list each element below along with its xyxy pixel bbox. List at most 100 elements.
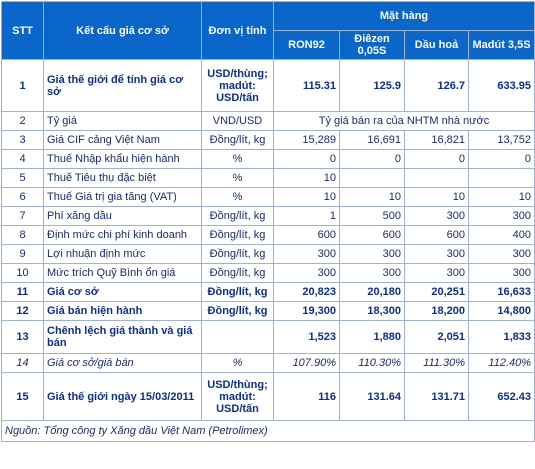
value-cell: 300 [467,244,535,264]
value-cell: 19,300 [273,301,340,321]
value-cell: 125.9 [339,59,405,112]
label-cell: Giá thế giới để tính giá cơ sở [43,59,202,112]
table-row: 10 Mức trích Quỹ Bình ổn giá Đồng/lít, kg 3… [1,263,535,283]
stt-cell: 15 [1,372,44,421]
header-product: RON92 [273,30,340,60]
value-cell: 10 [273,187,340,207]
value-cell: 115.31 [273,59,340,112]
label-cell: Phí xăng dầu [43,206,202,226]
table-row: 11 Giá cơ sở Đồng/lít, kg 20,823 20,180 20,25… [1,282,535,302]
value-cell: 2,051 [404,320,469,354]
stt-cell: 11 [1,282,44,302]
value-cell: 600 [404,225,469,245]
value-cell: 15,289 [273,130,340,150]
table-row: 9 Lợi nhuận định mức Đồng/lít, kg 300 300 300… [1,244,535,264]
table-row: 12 Giá bán hiện hành Đồng/lít, kg 19,300 18,… [1,301,535,321]
value-cell: 300 [339,263,405,283]
stt-cell: 2 [1,111,44,131]
stt-cell: 9 [1,244,44,264]
stt-cell: 8 [1,225,44,245]
value-cell: 300 [273,263,340,283]
unit-cell: Đồng/lít, kg [201,206,274,226]
header-label: Kết cấu giá cơ sở [43,1,202,60]
value-cell: 300 [404,206,469,226]
price-table: STT Kết cấu giá cơ sở Đơn vị tính Mặt hà… [0,1,535,442]
unit-cell: Đồng/lít, kg [201,244,274,264]
label-cell: Chênh lệch giá thành và giá bán [43,320,202,354]
header-product: Dầu hoả [404,30,469,60]
table-row: 2 Tỷ giá VND/USD Tỷ giá bán ra của NHTM nhà… [1,111,535,131]
value-cell: 300 [404,263,469,283]
value-cell: 20,251 [404,282,469,302]
table-row: 1 Giá thế giới để tính giá cơ sở USD/thùng… [1,59,535,112]
value-cell [467,168,535,188]
header-group: Mặt hàng [272,1,535,31]
value-cell: 300 [467,263,535,283]
value-cell: 300 [339,244,405,264]
stt-cell: 10 [1,263,44,283]
table-row: 6 Thuế Giá trị gia tăng (VAT)% 10 10 10 10 [1,187,535,207]
value-cell: 13,752 [467,130,535,150]
table-row: 4 Thuế Nhập khẩu hiện hành% 0 0 0 0 [1,149,535,169]
label-cell: Tỷ giá [43,111,202,131]
value-cell: 16,633 [467,282,535,302]
value-cell [339,168,405,188]
unit-cell: Đồng/lít, kg [201,282,274,302]
value-cell: 126.7 [404,59,469,112]
value-cell: 18,200 [404,301,469,321]
value-cell: 1 [273,206,340,226]
source-row: Nguồn: Tổng công ty Xăng dầu Việt Nam (P… [0,420,535,442]
value-cell: 110.30% [339,353,405,373]
label-cell: Giá thế giới ngày 15/03/2011 [43,372,202,421]
value-cell: 0 [273,149,340,169]
label-cell: Thuế Nhập khẩu hiện hành [43,149,202,169]
table-row: 3 Giá CIF cảng Việt Nam Đồng/lít, kg 15,289… [1,130,535,150]
value-cell: 633.95 [467,59,535,112]
value-cell: 600 [273,225,340,245]
value-cell: 300 [467,206,535,226]
label-cell: Giá bán hiện hành [43,301,202,321]
stt-cell: 7 [1,206,44,226]
unit-cell: Đồng/lít, kg [201,130,274,150]
value-cell: 10 [467,187,535,207]
stt-cell: 6 [1,187,44,207]
value-cell: 10 [273,168,340,188]
value-cell: 131.64 [339,372,405,421]
value-cell: 131.71 [404,372,469,421]
source: Nguồn: Tổng công ty Xăng dầu Việt Nam (P… [0,420,535,442]
value-cell: 1,523 [273,320,340,354]
unit-cell [201,320,274,354]
stt-cell: 3 [1,130,44,150]
value-cell: 1,880 [339,320,405,354]
unit-cell: USD/thùng; madút: USD/tấn [201,372,274,421]
value-cell: 20,180 [339,282,405,302]
value-cell [404,168,469,188]
label-cell: Thuế Tiêu thụ đặc biệt [43,168,202,188]
value-cell: 600 [339,225,405,245]
value-cell: 112.40% [467,353,535,373]
table-row: 13 Chênh lệch giá thành và giá bán 1,523 1,… [1,320,535,354]
value-cell: 1,833 [467,320,535,354]
stt-cell: 5 [1,168,44,188]
unit-cell: USD/thùng; madút: USD/tấn [201,59,274,112]
stt-cell: 14 [1,353,44,373]
table-row: 7 Phí xăng dầu Đồng/lít, kg 1 500 300 300 [1,206,535,226]
value-cell: 0 [404,149,469,169]
header-product: Madút 3,5S [467,30,535,60]
value-cell: 0 [339,149,405,169]
label-cell: Thuế Giá trị gia tăng (VAT) [43,187,202,207]
label-cell: Giá cơ sở [43,282,202,302]
unit-cell: Đồng/lít, kg [201,301,274,321]
table-row: 15 Giá thế giới ngày 15/03/2011 USD/thùng;… [1,372,535,421]
label-cell: Lợi nhuận định mức [43,244,202,264]
value-cell: 300 [273,244,340,264]
unit-cell: % [201,187,274,207]
value-cell: 20,823 [273,282,340,302]
label-cell: Mức trích Quỹ Bình ổn giá [43,263,202,283]
value-cell: 16,821 [404,130,469,150]
header-stt: STT [1,1,44,60]
unit-cell: % [201,353,274,373]
stt-cell: 12 [1,301,44,321]
value-cell: 111.30% [404,353,469,373]
